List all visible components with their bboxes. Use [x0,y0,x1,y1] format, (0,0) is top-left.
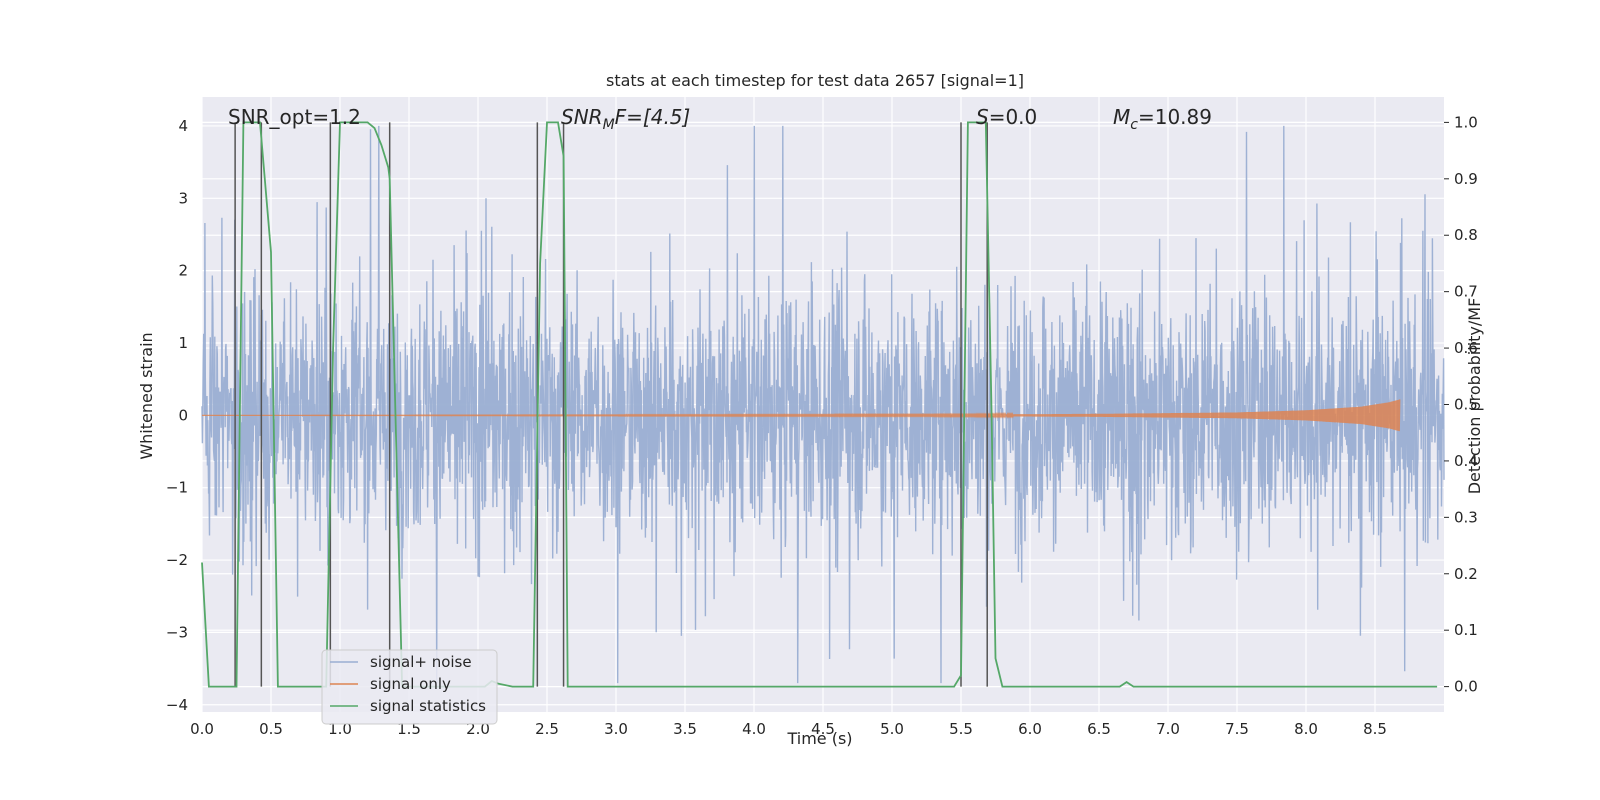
x-tick-label: 3.0 [604,720,628,738]
y-axis-label-left: Whitened strain [137,332,156,459]
x-tick-label: 5.5 [949,720,973,738]
signal-statistics-line [201,121,1438,688]
snr-mf-prefix: SNR [561,105,603,129]
annotation-mc: Mc=10.89 [1113,105,1212,133]
x-tick-label: 8.5 [1363,720,1387,738]
legend-label-signal-noise: signal+ noise [370,653,472,671]
x-tick-label: 0.5 [259,720,283,738]
chart-title: stats at each timestep for test data 265… [606,71,1024,90]
x-tick-label: 7.5 [1225,720,1249,738]
y-tick-label-left: 4 [178,117,188,135]
annotation-s: S=0.0 [976,105,1037,129]
x-tick-label: 0.0 [190,720,214,738]
y-tick-label-left: 0 [178,406,188,424]
y-tick-label-right: 0.3 [1454,508,1478,526]
annotation-snr-opt: SNR_opt=1.2 [228,105,361,129]
y-tick-label-left: 3 [178,189,188,207]
y-tick-label-left: 1 [178,334,188,352]
y-tick-label-right: 0.5 [1454,396,1478,414]
s-value: =0.0 [989,105,1038,129]
x-tick-label: 4.0 [742,720,766,738]
x-tick-label: 5.0 [880,720,904,738]
snr-mf-subscript: M [603,117,615,133]
y-tick-label-right: 0.8 [1454,226,1478,244]
tick-labels: 0.0 0.5 1.0 1.5 2.0 2.5 3.0 3.5 4.0 4.5 5.0 5.5 6.0 6… [166,113,1478,738]
x-tick-label: 4.5 [811,720,835,738]
legend-label-signal-only: signal only [370,675,451,693]
y-tick-label-right: 0.1 [1454,621,1478,639]
y-tick-label-right: 0.0 [1454,678,1478,696]
signal-statistics-series [201,121,1438,688]
y-tick-label-right: 0.7 [1454,283,1478,301]
legend-label-signal-statistics: signal statistics [370,697,486,715]
y-tick-label-left: −1 [166,479,188,497]
y-tick-label-right: 0.2 [1454,565,1478,583]
y-tick-label-left: −3 [166,623,188,641]
mc-value: =10.89 [1138,105,1212,129]
y-tick-label-right: 0.6 [1454,339,1478,357]
y-tick-label-left: 2 [178,262,188,280]
y-tick-label-left: −4 [166,696,188,714]
s-variable: S [976,105,989,129]
x-tick-label: 3.5 [673,720,697,738]
x-tick-label: 6.5 [1087,720,1111,738]
snr-mf-suffix: F=[4.5] [615,105,691,129]
annotation-snr-mf: SNRMF=[4.5] [561,105,690,133]
legend: signal+ noise signal only signal statist… [321,649,498,725]
y-tick-label-right: 0.9 [1454,170,1478,188]
x-axis-label: Time (s) [786,729,852,748]
x-tick-label: 7.0 [1156,720,1180,738]
x-tick-label: 6.0 [1018,720,1042,738]
signal-only-line [202,399,1401,432]
signal-only-series [202,399,1401,432]
x-tick-label: 8.0 [1294,720,1318,738]
legend-box [321,649,498,725]
y-axis-label-right: Detection probability/MF [1465,298,1484,495]
x-tick-label: 2.5 [535,720,559,738]
y-tick-label-right: 0.4 [1454,452,1478,470]
mc-variable: M [1113,105,1130,129]
y-tick-label-left: −2 [166,551,188,569]
mc-subscript: c [1130,117,1138,133]
y-tick-label-right: 1.0 [1454,113,1478,131]
